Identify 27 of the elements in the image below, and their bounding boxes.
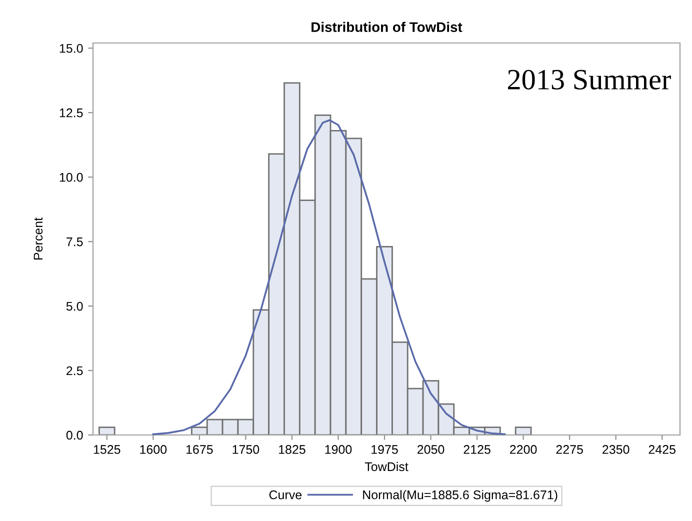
y-tick-label: 7.5 <box>66 238 83 246</box>
x-tick-label: 1675 <box>186 445 213 454</box>
x-tick-label: 1750 <box>232 445 260 454</box>
y-tick-label: 10.0 <box>60 172 83 182</box>
y-tick-label: 12.5 <box>60 108 83 118</box>
y-axis-title: Percent <box>34 218 43 260</box>
x-tick-label: 2275 <box>556 445 583 454</box>
x-tick-label: 2200 <box>510 445 537 454</box>
y-tick-label: 2.5 <box>66 366 83 376</box>
x-tick-label: 1900 <box>325 445 352 454</box>
legend-title: Curve <box>269 490 302 500</box>
chart-title: Distribution of TowDist <box>312 22 462 32</box>
annotation: 2013 Summer <box>508 70 671 90</box>
x-tick-label: 2050 <box>417 445 444 454</box>
y-tick-label: 0.0 <box>66 430 83 440</box>
x-tick-label: 1525 <box>94 445 120 454</box>
x-tick-label: 2125 <box>464 445 490 454</box>
legend-label: Normal(Mu=1885.6 Sigma=81.671) <box>363 490 558 502</box>
x-tick-label: 1825 <box>279 445 306 454</box>
x-tick-label: 1975 <box>372 445 398 454</box>
x-axis-title: TowDist <box>364 462 408 472</box>
y-tick-label: 15.0 <box>60 44 83 53</box>
x-tick-label: 2425 <box>648 445 676 454</box>
line-series <box>152 119 506 435</box>
y-tick-label: 5.0 <box>66 302 83 311</box>
x-tick-label: 2350 <box>602 445 630 454</box>
x-tick-label: 1600 <box>140 445 167 454</box>
